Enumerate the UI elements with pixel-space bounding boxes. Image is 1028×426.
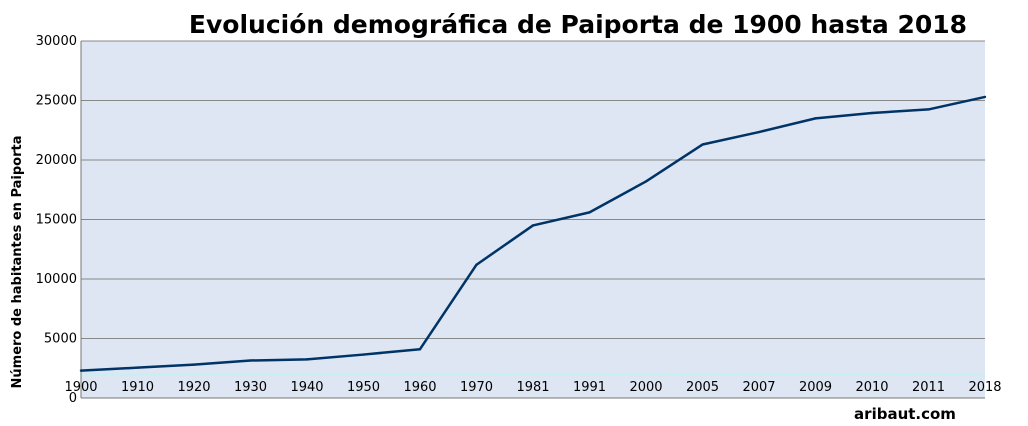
x-tick-2018: 2018 [968, 380, 1001, 395]
x-tick-1960: 1960 [403, 380, 436, 395]
x-tick-labels: 1900 1910 1920 1930 1940 1950 1960 1970 1981 1991… [64, 380, 1001, 395]
x-tick-1910: 1910 [121, 380, 154, 395]
data-point-2005 [701, 143, 704, 146]
data-point-1940 [305, 358, 309, 361]
data-point-2007 [757, 130, 761, 134]
y-tick-labels: 0 5000 10000 15000 20000 25000 30000 [36, 34, 77, 406]
x-tick-2005: 2005 [686, 380, 719, 395]
x-tick-1900: 1900 [64, 380, 97, 395]
x-tick-1991: 1991 [573, 380, 606, 395]
data-point-1960 [418, 348, 422, 351]
y-tick-10000: 10000 [36, 272, 77, 287]
y-tick-0: 0 [69, 391, 77, 406]
y-tick-15000: 15000 [36, 213, 77, 228]
x-tick-1981: 1981 [516, 380, 549, 395]
data-point-1991 [588, 211, 591, 214]
data-point-1920 [192, 363, 196, 366]
data-point-1970 [475, 263, 478, 266]
x-tick-1970: 1970 [460, 380, 493, 395]
data-point-2018 [983, 95, 987, 99]
series-group [79, 95, 987, 372]
gridlines [81, 40, 985, 339]
x-tick-1940: 1940 [290, 380, 323, 395]
data-point-2011 [927, 108, 930, 111]
x-tick-1950: 1950 [347, 380, 380, 395]
x-tick-1930: 1930 [234, 380, 267, 395]
x-tick-2000: 2000 [629, 380, 662, 395]
data-point-2009 [814, 117, 817, 120]
y-tick-25000: 25000 [36, 94, 77, 109]
credit-text: aribaut.com [854, 405, 956, 423]
x-tick-2009: 2009 [799, 380, 832, 395]
data-point-1930 [249, 359, 252, 362]
y-tick-5000: 5000 [44, 332, 77, 347]
chart-title: Evolución demográfica de Paiporta de 190… [189, 10, 967, 39]
y-tick-20000: 20000 [36, 153, 77, 168]
data-point-1910 [136, 366, 139, 369]
y-axis-label: Número de habitantes en Paiporta [10, 136, 25, 389]
x-tick-2007: 2007 [742, 380, 775, 395]
data-point-1950 [362, 353, 365, 356]
data-point-1981 [531, 224, 535, 227]
data-point-1900 [79, 369, 83, 372]
data-point-2010 [870, 111, 874, 115]
x-tick-1920: 1920 [177, 380, 210, 395]
data-point-2000 [644, 180, 648, 183]
x-tick-2010: 2010 [855, 380, 888, 395]
x-tick-2011: 2011 [912, 380, 945, 395]
y-tick-30000: 30000 [36, 34, 77, 49]
